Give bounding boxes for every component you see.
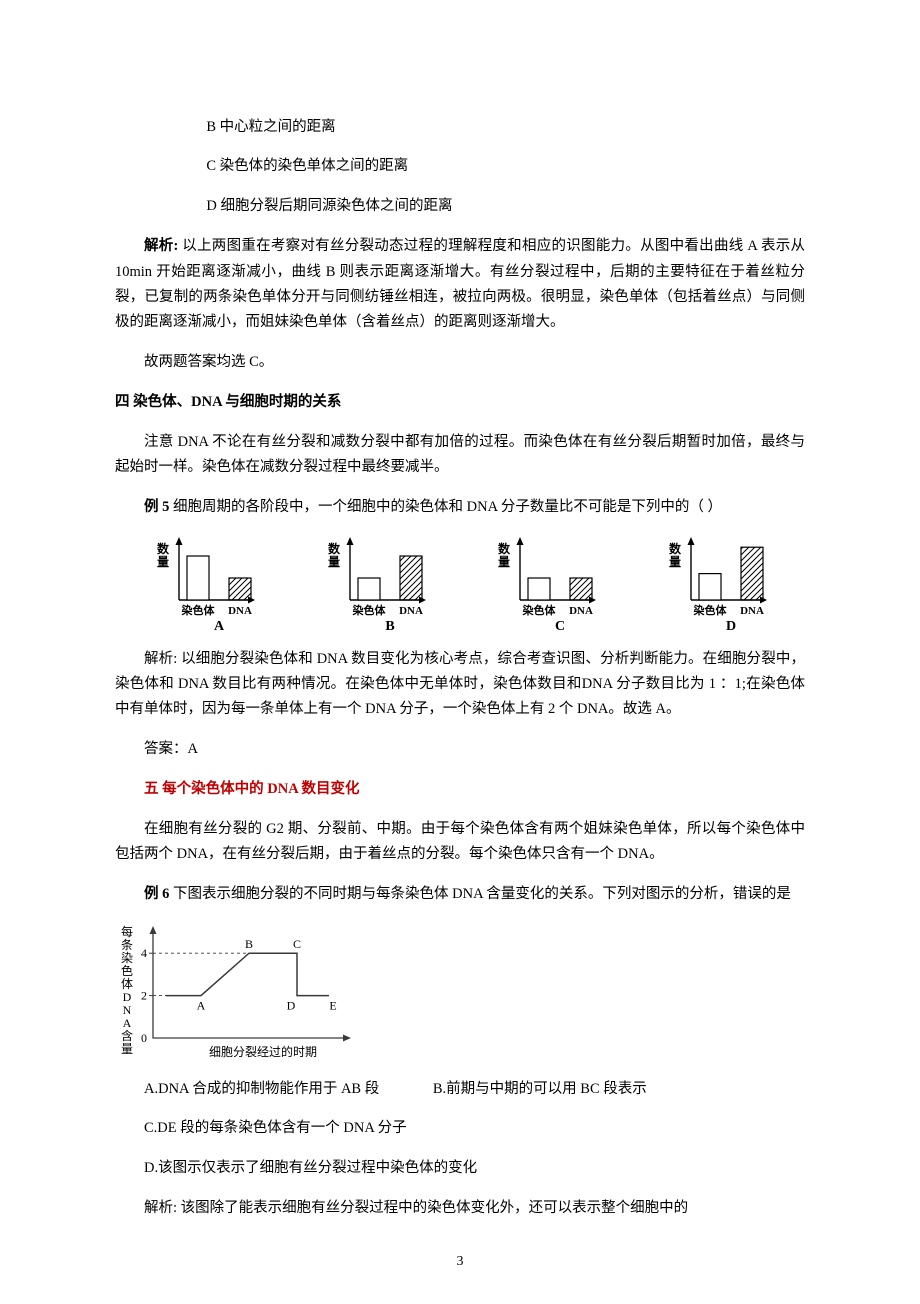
bar-chart-a: 数量染色体 DNAA (153, 535, 255, 632)
svg-text:色: 色 (121, 964, 133, 978)
svg-text:量: 量 (157, 555, 169, 569)
svg-text:数: 数 (328, 541, 341, 556)
ex6-opt-b: B.前期与中期的可以用 BC 段表示 (433, 1081, 647, 1097)
svg-text:染色体: 染色体 (523, 603, 557, 617)
prev-analysis: 解析: 以上两图重在考察对有丝分裂动态过程的理解程度和相应的识图能力。从图中看出… (115, 234, 805, 336)
svg-text:DNA: DNA (569, 605, 593, 617)
svg-text:D: D (726, 619, 736, 632)
section-4-heading: 四 染色体、DNA 与细胞时期的关系 (115, 390, 805, 415)
section-5-heading: 五 每个染色体中的 DNA 数目变化 (115, 777, 805, 802)
section-4-p1: 注意 DNA 不论在有丝分裂和减数分裂中都有加倍的过程。而染色体在有丝分裂后期暂… (115, 430, 805, 481)
svg-text:数: 数 (157, 541, 170, 556)
svg-text:E: E (329, 999, 336, 1013)
example-6-opts-row1: A.DNA 合成的抑制物能作用于 AB 段 B.前期与中期的可以用 BC 段表示 (115, 1077, 805, 1102)
svg-text:体: 体 (121, 977, 133, 991)
svg-text:A: A (123, 1016, 132, 1030)
section-5-p1: 在细胞有丝分裂的 G2 期、分裂前、中期。由于每个染色体含有两个姐妹染色单体，所… (115, 817, 805, 868)
svg-text:C: C (293, 937, 301, 951)
svg-text:A: A (197, 999, 206, 1013)
svg-text:B: B (385, 619, 394, 632)
svg-text:DNA: DNA (228, 605, 252, 617)
svg-text:数: 数 (669, 541, 682, 556)
svg-text:每: 每 (121, 924, 133, 939)
svg-text:染: 染 (121, 950, 133, 965)
svg-text:量: 量 (669, 555, 681, 569)
bar-chart-c: 数量染色体 DNA C (494, 535, 596, 632)
example-6: 例 6 下图表示细胞分裂的不同时期与每条染色体 DNA 含量变化的关系。下列对图… (115, 882, 805, 907)
ex6-opt-d: D.该图示仅表示了细胞有丝分裂过程中染色体的变化 (115, 1156, 805, 1181)
example-5: 例 5 细胞周期的各阶段中，一个细胞中的染色体和 DNA 分子数量比不可能是下列… (115, 495, 805, 520)
svg-text:4: 4 (141, 946, 147, 960)
prev-conclusion: 故两题答案均选 C。 (115, 350, 805, 375)
bar-chart-d: 数量染色体 DNA D (665, 535, 767, 632)
svg-text:条: 条 (121, 938, 133, 952)
svg-text:量: 量 (328, 555, 340, 569)
svg-text:含: 含 (121, 1028, 133, 1043)
prev-option-d: D 细胞分裂后期同源染色体之间的距离 (115, 194, 805, 219)
line-chart: 024ABCDE每条染色体DNA含量细胞分裂经过的时期 (115, 922, 805, 1062)
example-5-analysis: 解析: 以细胞分裂染色体和 DNA 数目变化为核心考点，综合考查识图、分析判断能… (115, 647, 805, 723)
example-5-answer: 答案：A (115, 737, 805, 762)
ex6-opt-c: C.DE 段的每条染色体含有一个 DNA 分子 (115, 1116, 805, 1141)
page-root: B 中心粒之间的距离 C 染色体的染色单体之间的距离 D 细胞分裂后期同源染色体… (0, 0, 920, 1304)
svg-text:染色体: 染色体 (352, 603, 386, 617)
svg-text:DNA: DNA (399, 605, 423, 617)
ex6-opt-a: A.DNA 合成的抑制物能作用于 AB 段 (144, 1081, 379, 1097)
svg-text:量: 量 (121, 1042, 133, 1056)
bar-charts-row: 数量染色体DNAA 数量染色体DNAB 数量染色体DNAC 数量染色体DNAD (115, 535, 805, 632)
svg-text:A: A (214, 619, 225, 632)
example-5-body: 细胞周期的各阶段中，一个细胞中的染色体和 DNA 分子数量比不可能是下列中的（ … (173, 499, 722, 515)
svg-text:0: 0 (141, 1031, 147, 1045)
svg-text:量: 量 (498, 555, 510, 569)
page-number: 3 (115, 1250, 805, 1275)
bar-chart-b: 数量染色体 DNA B (324, 535, 426, 632)
svg-text:C: C (555, 619, 565, 632)
example-6-lead: 例 6 (144, 886, 173, 902)
svg-text:N: N (123, 1003, 132, 1017)
svg-text:B: B (245, 937, 253, 951)
prev-analysis-lead: 解析: (144, 238, 182, 254)
example-6-analysis: 解析: 该图除了能表示细胞有丝分裂过程中的染色体变化外，还可以表示整个细胞中的 (115, 1196, 805, 1221)
prev-option-c: C 染色体的染色单体之间的距离 (115, 154, 805, 179)
svg-text:DNA: DNA (740, 605, 764, 617)
svg-text:染色体: 染色体 (182, 603, 216, 617)
svg-text:D: D (123, 990, 132, 1004)
svg-text:2: 2 (141, 989, 147, 1003)
example-6-body: 下图表示细胞分裂的不同时期与每条染色体 DNA 含量变化的关系。下列对图示的分析… (173, 886, 791, 902)
prev-analysis-text: 以上两图重在考察对有丝分裂动态过程的理解程度和相应的识图能力。从图中看出曲线 A… (115, 238, 805, 330)
example-5-lead: 例 5 (144, 499, 173, 515)
svg-text:D: D (287, 999, 296, 1013)
prev-option-b: B 中心粒之间的距离 (115, 115, 805, 140)
svg-text:数: 数 (498, 541, 511, 556)
svg-text:细胞分裂经过的时期: 细胞分裂经过的时期 (209, 1044, 317, 1059)
svg-text:染色体: 染色体 (693, 603, 727, 617)
